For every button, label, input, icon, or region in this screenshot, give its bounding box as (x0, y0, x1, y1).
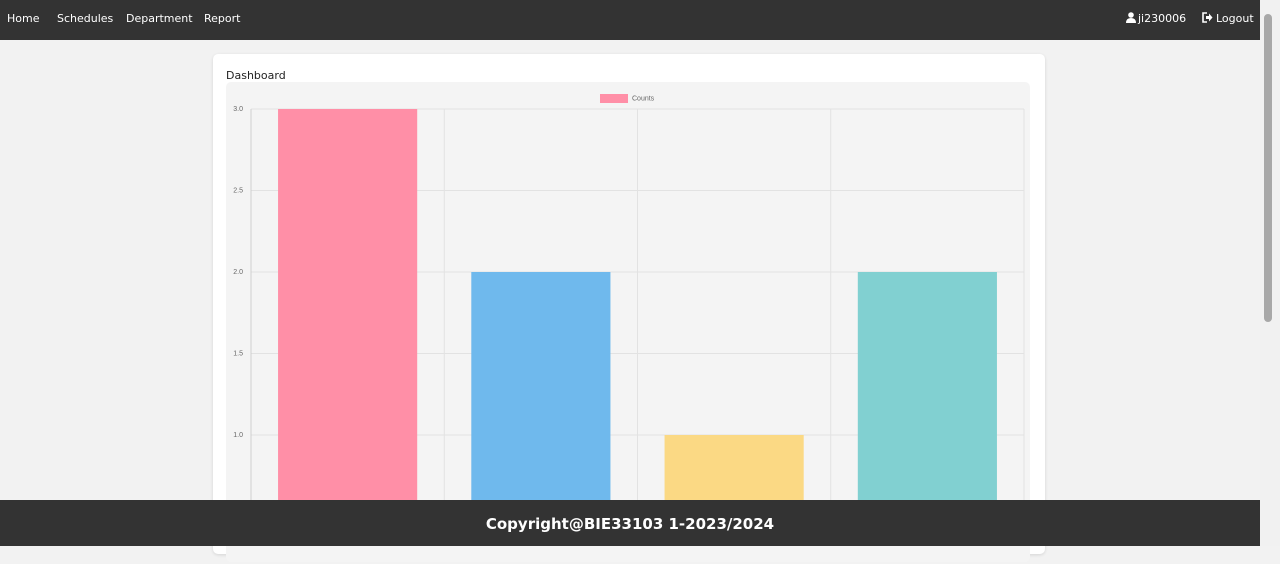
card-title: Dashboard (226, 69, 286, 82)
nav-link[interactable]: Report (204, 12, 241, 25)
footer-text: Copyright@BIE33103 1-2023/2024 (485, 515, 775, 533)
logout-icon (1202, 12, 1213, 23)
nav-link[interactable]: Home (7, 12, 40, 25)
nav-link[interactable]: Schedules (57, 12, 114, 25)
nav-link[interactable]: Department (126, 12, 193, 25)
y-tick-label: 2.5 (233, 187, 243, 194)
footer: Copyright@BIE33103 1-2023/2024 (0, 500, 1260, 546)
y-tick-label: 1.5 (233, 350, 243, 357)
user-icon (1126, 12, 1136, 23)
navbar: Home Schedules Department Report ji23000… (0, 0, 1260, 40)
legend-swatch (600, 94, 628, 103)
y-tick-label: 3.0 (233, 106, 243, 113)
user-link[interactable]: ji230006 (1138, 12, 1187, 25)
bar (278, 109, 418, 546)
y-tick-label: 2.0 (233, 269, 243, 276)
logout-link[interactable]: Logout (1216, 12, 1254, 25)
y-tick-label: 1.0 (233, 432, 243, 439)
scrollbar[interactable] (1260, 0, 1280, 546)
legend-label: Counts (632, 95, 655, 102)
scroll-thumb[interactable] (1264, 14, 1272, 322)
chart: 1.0 1.5 2.0 2.5 3.0 Counts (233, 94, 1025, 546)
